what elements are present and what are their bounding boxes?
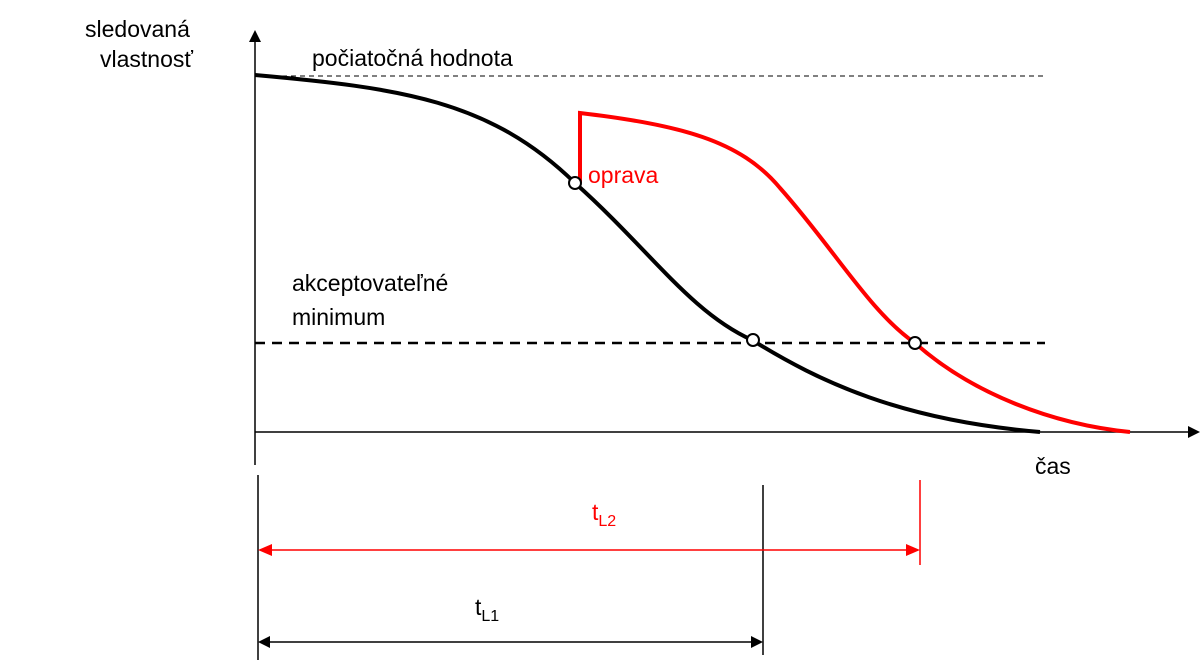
- initial-label: počiatočná hodnota: [312, 45, 513, 71]
- tl2-label: tL2: [592, 499, 616, 530]
- repair-label: oprava: [588, 162, 659, 188]
- minimum-label: akceptovateľné: [292, 270, 448, 296]
- points: [568, 176, 922, 350]
- degradation-curve: [254, 73, 1041, 434]
- repair-curve: [578, 110, 1131, 434]
- sub: L1: [481, 608, 499, 625]
- x-label: čas: [1035, 453, 1071, 479]
- sub: L2: [598, 513, 616, 530]
- dimension-lines: [257, 475, 764, 660]
- y-label: sledovaná: [85, 16, 190, 42]
- point: [746, 333, 760, 347]
- t: t: [475, 594, 482, 620]
- tl1-label: tL1: [475, 594, 499, 625]
- y-label: vlastnosť: [100, 46, 193, 72]
- point: [908, 336, 922, 350]
- t: t: [592, 499, 599, 525]
- axes: [249, 30, 1200, 465]
- red-dimension: [258, 480, 921, 565]
- minimum-label: minimum: [292, 304, 385, 330]
- point: [568, 176, 582, 190]
